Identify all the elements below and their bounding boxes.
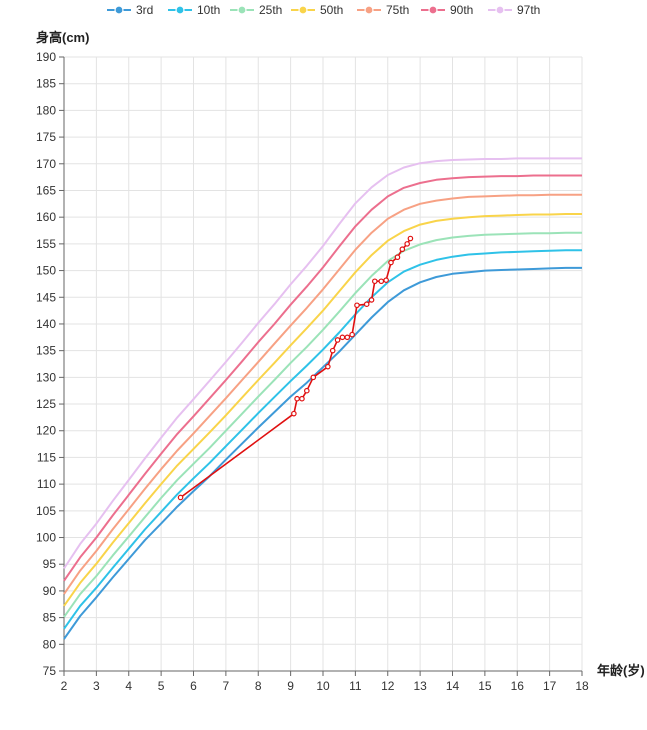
legend-label: 25th — [259, 3, 282, 17]
x-tick-label: 14 — [446, 679, 460, 693]
x-tick-label: 17 — [543, 679, 557, 693]
measurement-point — [388, 259, 394, 266]
legend-swatch-dot — [237, 5, 247, 15]
series-line-97th — [63, 157, 582, 570]
legend-label: 3rd — [136, 3, 153, 17]
measurement-point — [399, 246, 406, 253]
measurement-point — [371, 278, 378, 285]
grid — [63, 56, 583, 672]
legend-label: 75th — [386, 3, 409, 17]
series-line-3rd — [63, 266, 582, 640]
measurement-point — [339, 334, 346, 341]
measurement-point — [299, 395, 305, 402]
measurement-point — [294, 395, 300, 402]
measurement-point — [407, 235, 414, 242]
y-tick-label: 85 — [43, 611, 57, 625]
legend-swatch-dot — [428, 5, 438, 15]
x-tick-label: 7 — [223, 679, 230, 693]
measurement-point — [334, 337, 341, 343]
y-tick-label: 190 — [36, 50, 56, 64]
x-tick-label: 8 — [255, 679, 262, 693]
measurement-point — [404, 241, 410, 247]
legend-swatch-dot — [175, 5, 185, 15]
series-line-25th — [63, 231, 582, 618]
measurement-point — [177, 494, 184, 501]
measurement-point — [329, 347, 336, 354]
y-tick-label: 165 — [36, 183, 56, 197]
percentile-series — [63, 157, 582, 640]
y-tick-label: 95 — [43, 557, 57, 571]
x-tick-label: 15 — [478, 679, 492, 693]
y-tick-label: 75 — [43, 664, 57, 678]
series-line-90th — [63, 174, 582, 582]
y-tick-label: 120 — [36, 424, 56, 438]
y-tick-label: 145 — [36, 290, 56, 304]
measurement-point — [291, 410, 297, 417]
legend-swatch-dot — [364, 5, 374, 15]
measurement-point — [363, 301, 370, 308]
y-tick-label: 80 — [43, 637, 57, 651]
series-line-75th — [63, 193, 582, 595]
x-tick-label: 11 — [349, 679, 362, 693]
y-tick-label: 100 — [36, 531, 56, 545]
y-tick-label: 90 — [43, 584, 57, 598]
measurement-point — [354, 302, 360, 309]
y-tick-label: 140 — [36, 317, 56, 331]
series-line-50th — [63, 213, 582, 607]
measurement-point — [349, 331, 355, 338]
y-tick-label: 110 — [37, 477, 56, 491]
x-tick-label: 6 — [190, 679, 197, 693]
measurement-series — [177, 235, 414, 501]
y-tick-label: 180 — [36, 103, 56, 117]
measurement-point — [378, 278, 385, 285]
x-axis-title: 年龄(岁) — [597, 663, 645, 678]
legend-label: 10th — [197, 3, 220, 17]
y-tick-label: 155 — [36, 237, 56, 251]
y-tick-label: 135 — [36, 344, 56, 358]
legend-swatch-dot — [495, 5, 505, 15]
measurement-point — [394, 254, 401, 261]
x-tick-label: 13 — [413, 679, 427, 693]
measurement-point — [304, 387, 310, 394]
y-tick-label: 105 — [36, 504, 56, 518]
y-tick-label: 160 — [36, 210, 56, 224]
y-tick-label: 175 — [36, 130, 56, 144]
x-tick-label: 18 — [575, 679, 589, 693]
legend-swatch-dot — [298, 5, 308, 15]
x-tick-label: 2 — [61, 679, 68, 693]
x-tick-label: 16 — [511, 679, 525, 693]
x-tick-label: 4 — [125, 679, 132, 693]
measurement-point — [310, 374, 317, 381]
measurement-point — [383, 277, 389, 283]
legend: 3rd 10th 25th 50th 75th 90th 97th — [107, 3, 540, 17]
y-tick-label: 170 — [36, 157, 56, 171]
legend-label: 90th — [450, 3, 473, 17]
y-tick-label: 185 — [36, 77, 56, 91]
legend-label: 50th — [320, 3, 343, 17]
y-tick-label: 125 — [36, 397, 56, 411]
measurement-point — [325, 363, 331, 370]
x-tick-label: 5 — [158, 679, 165, 693]
y-axis-title: 身高(cm) — [36, 30, 89, 45]
legend-swatch-dot — [114, 5, 124, 15]
series-line-10th — [63, 249, 582, 630]
x-tick-label: 3 — [93, 679, 100, 693]
y-tick-label: 130 — [36, 370, 56, 384]
x-tick-label: 12 — [381, 679, 395, 693]
measurement-point — [344, 334, 351, 341]
x-tick-label: 10 — [316, 679, 330, 693]
legend-label: 97th — [517, 3, 540, 17]
measurement-point — [368, 297, 375, 303]
x-tick-label: 9 — [287, 679, 294, 693]
axes: 7580859095100105110115120125130135140145… — [36, 50, 589, 693]
y-tick-label: 115 — [37, 450, 56, 464]
y-tick-label: 150 — [36, 264, 56, 278]
